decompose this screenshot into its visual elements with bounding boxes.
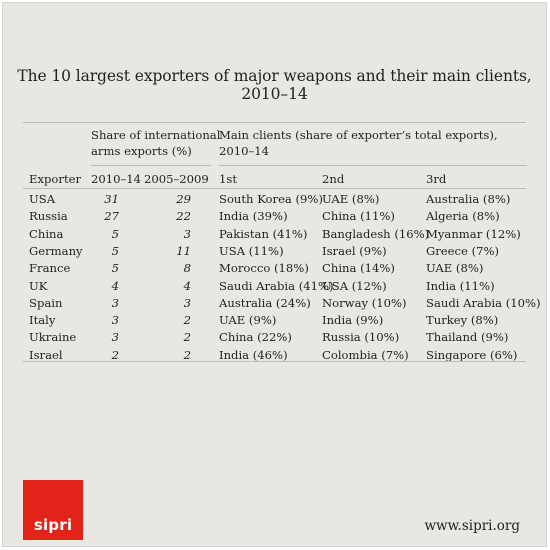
share-2010-14-cell: 3 [111,330,119,345]
share-2005-2009-cell: 3 [183,226,191,241]
share-2005-2009-cell: 2 [183,330,191,345]
exporter-cell: France [29,261,71,276]
share-2010-14-cell: 27 [104,209,119,224]
share-group-rule [91,165,211,166]
col-header-2010-14: 2010–14 [91,172,142,186]
client-3rd-cell: Australia (8%) [426,192,511,206]
client-3rd-cell: Greece (7%) [426,243,500,258]
share-2005-2009-cell: 11 [176,243,191,258]
exporter-cell: USA [29,192,56,206]
client-2nd-cell: India (9%) [322,313,384,328]
client-1st-cell: Pakistan (41%) [219,226,308,241]
exporter-cell: Germany [29,243,83,258]
col-header-1st: 1st [219,172,237,186]
exporter-cell: Spain [29,295,63,310]
share-2005-2009-cell: 4 [183,278,191,293]
share-2010-14-cell: 31 [104,192,119,206]
client-3rd-cell: Thailand (9%) [426,330,509,345]
col-header-3rd: 3rd [426,172,447,186]
client-1st-cell: China (22%) [219,330,292,345]
bottom-rule [23,361,526,362]
client-1st-cell: USA (11%) [219,243,284,258]
client-2nd-cell: Colombia (7%) [322,347,409,362]
client-2nd-cell: Israel (9%) [322,243,387,258]
client-2nd-cell: USA (12%) [322,278,387,293]
client-2nd-cell: China (11%) [322,209,395,224]
client-3rd-cell: India (11%) [426,278,495,293]
share-2010-14-cell: 5 [111,226,119,241]
sipri-logo: sipri [23,480,83,540]
client-2nd-cell: Russia (10%) [322,330,400,345]
exporter-cell: Russia [29,209,68,224]
client-2nd-cell: Bangladesh (16%) [322,226,430,241]
client-2nd-cell: UAE (8%) [322,192,380,206]
clients-group-header: Main clients (share of exporter’s total … [219,127,498,159]
col-header-exporter: Exporter [29,172,82,186]
col-header-2005-2009: 2005–2009 [144,172,209,186]
share-2010-14-cell: 5 [111,261,119,276]
share-2005-2009-cell: 2 [183,347,191,362]
header-bottom-rule [23,188,526,189]
clients-header-line-1: Main clients (share of exporter’s total … [219,128,498,142]
share-2005-2009-cell: 29 [176,192,191,206]
share-2010-14-cell: 3 [111,295,119,310]
clients-header-line-2: 2010–14 [219,144,270,158]
share-2005-2009-cell: 8 [183,261,191,276]
table-title: The 10 largest exporters of major weapon… [17,67,532,103]
client-3rd-cell: Myanmar (12%) [426,226,521,241]
exporter-cell: China [29,226,64,241]
share-group-header: Share of international arms exports (%) [91,127,220,159]
exporter-cell: Ukraine [29,330,77,345]
exporter-cell: Israel [29,347,63,362]
share-2005-2009-cell: 22 [176,209,191,224]
client-3rd-cell: Singapore (6%) [426,347,518,362]
share-2010-14-cell: 3 [111,313,119,328]
website-url[interactable]: www.sipri.org [424,518,520,534]
share-header-line-1: Share of international [91,128,221,142]
share-2010-14-cell: 2 [111,347,119,362]
col-header-2nd: 2nd [322,172,345,186]
share-header-line-2: arms exports (%) [91,144,192,158]
clients-group-rule [219,165,527,166]
client-1st-cell: Morocco (18%) [219,261,309,276]
share-2005-2009-cell: 2 [183,313,191,328]
share-2005-2009-cell: 3 [183,295,191,310]
exporter-cell: UK [29,278,48,293]
client-1st-cell: Saudi Arabia (41%) [219,278,334,293]
client-3rd-cell: Algeria (8%) [426,209,500,224]
client-3rd-cell: Saudi Arabia (10%) [426,295,541,310]
sipri-logo-text: sipri [33,516,73,534]
client-1st-cell: UAE (9%) [219,313,277,328]
exporter-cell: Italy [29,313,56,328]
client-1st-cell: India (39%) [219,209,288,224]
share-2010-14-cell: 4 [111,278,119,293]
client-2nd-cell: Norway (10%) [322,295,407,310]
client-3rd-cell: Turkey (8%) [426,313,499,328]
top-rule [23,122,526,123]
client-3rd-cell: UAE (8%) [426,261,484,276]
client-1st-cell: India (46%) [219,347,288,362]
client-2nd-cell: China (14%) [322,261,395,276]
share-2010-14-cell: 5 [111,243,119,258]
client-1st-cell: South Korea (9%) [219,192,323,206]
client-1st-cell: Australia (24%) [219,295,311,310]
